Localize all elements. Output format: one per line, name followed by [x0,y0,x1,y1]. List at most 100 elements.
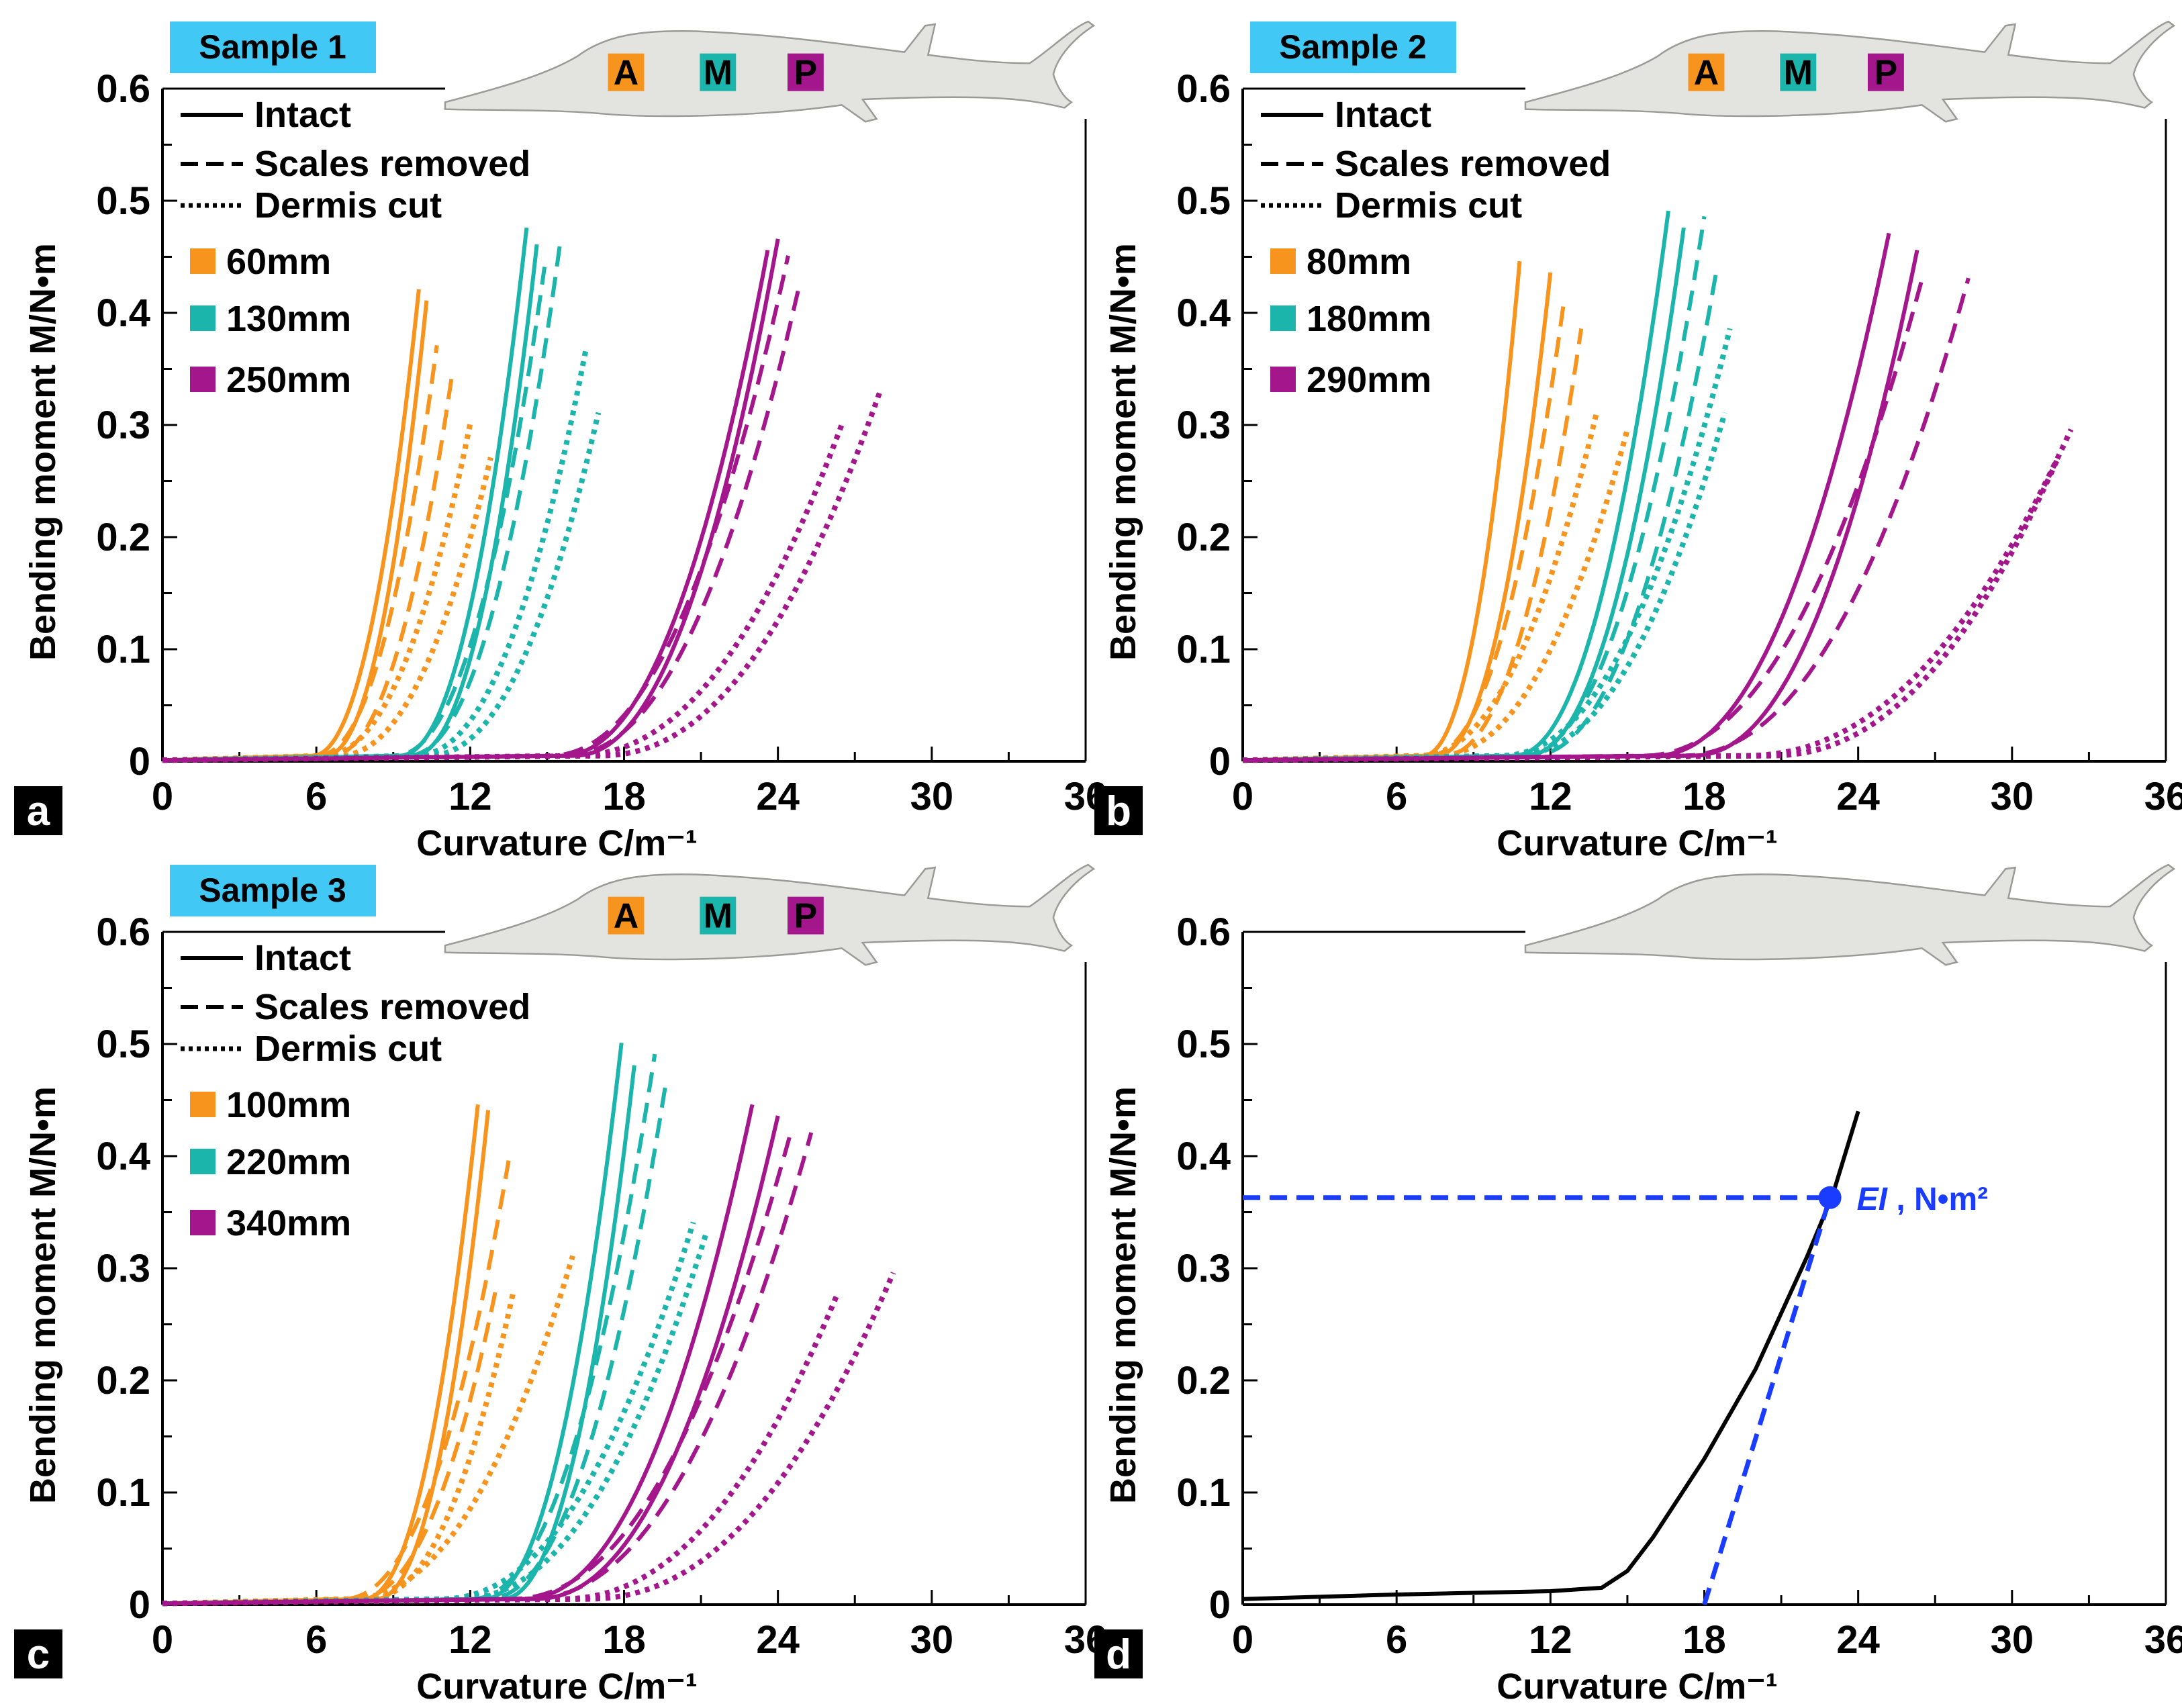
curve-290mm-dashed [1242,277,1971,763]
y-tick-label: 0.5 [1176,1023,1231,1066]
sample-label: Sample 2 [1279,28,1427,66]
y-tick-label: 0.2 [96,1359,150,1403]
fish-region-box-m [700,896,737,935]
y-tick-label: 0.4 [96,1135,150,1178]
y-tick-label: 0.5 [1176,179,1231,223]
y-tick-label: 0 [1209,740,1231,784]
x-tick-label: 6 [1386,1618,1407,1662]
y-tick-label: 0.6 [1176,910,1231,954]
fish-region-label: P [794,52,818,91]
fish-region-label: M [704,896,732,935]
x-tick-label: 30 [1991,1618,2034,1662]
sample-badge [1250,21,1456,73]
curve-250mm-dotted [162,389,884,763]
sample-badge [170,865,376,916]
ei-unit: , N•m² [1887,1182,1988,1217]
legend-swatch-teal [190,1149,216,1174]
curve-100mm-solid [162,1110,491,1606]
fish-region-label: A [1694,52,1719,91]
x-tick-label: 24 [1836,1618,1880,1662]
legend-size-label: 180mm [1307,299,1431,339]
curve-340mm-dotted [162,1272,896,1607]
y-tick-label: 0.6 [1176,67,1231,111]
panel-letter-box [1094,786,1143,835]
curve-80mm-dotted [1242,412,1599,763]
curve-220mm-dashed [162,1087,667,1606]
x-tick-label: 30 [910,775,954,818]
legend-swatch-teal [1270,305,1296,331]
x-tick-label: 36 [2144,775,2182,818]
curve-60mm-dashed [162,373,455,763]
fish-region-box-m [1780,53,1817,91]
x-tick-label: 36 [2144,1618,2182,1662]
x-tick-label: 6 [305,775,327,818]
x-tick-label: 18 [602,775,646,818]
legend-size-label: 60mm [226,242,331,282]
curve-180mm-dashed [1242,216,1707,763]
legend-label: Scales removed [1335,144,1611,184]
curve-250mm-dotted [162,422,845,763]
x-tick-label: 12 [1529,775,1572,818]
y-tick-label: 0 [1209,1583,1231,1627]
fish-region-label: A [614,52,638,91]
fish-region-box-p [787,53,824,91]
x-tick-label: 0 [1232,775,1253,818]
y-tick-label: 0.3 [96,404,150,447]
legend-label: Dermis cut [254,185,442,226]
fish-silhouette [1524,863,2176,966]
legend-label: Intact [1335,95,1431,135]
x-tick-label: 30 [910,1618,954,1662]
x-tick-label: 18 [602,1618,646,1662]
y-tick-label: 0.3 [96,1247,150,1290]
x-tick-label: 30 [1991,775,2034,818]
x-tick-label: 0 [1232,1618,1253,1662]
curve-340mm-dotted [162,1294,840,1607]
sample-label: Sample 3 [199,871,346,909]
legend-swatch-magenta [190,1210,216,1235]
curve-100mm-dotted [162,1288,517,1607]
x-tick-label: 18 [1682,775,1726,818]
y-tick-label: 0.6 [96,910,150,954]
panel-d: 0 6 12 18 24 30 36 0 0.1 0.2 0.3 0.4 0.5 0.6 Curvature… [1094,863,2182,1707]
fish-region-box-a [1688,53,1725,91]
x-tick-label: 6 [1386,775,1407,818]
fish-region-label: M [1784,52,1813,91]
y-tick-label: 0.1 [1176,1471,1231,1515]
fish-region-label: P [794,896,818,935]
fish-region-box-m [700,53,737,91]
legend-size-label: 250mm [226,360,351,400]
legend-size-label: 130mm [226,299,351,339]
sample-badge [170,21,376,73]
fish-region-label: P [1875,52,1898,91]
curve-290mm-dashed [1242,277,1925,763]
x-axis-label: Curvature C/m⁻¹ [1497,823,1778,863]
curve-60mm-dotted [162,423,473,763]
ei-point-marker [1818,1186,1842,1209]
x-tick-label: 24 [1836,775,1880,818]
legend-swatch-orange [190,1092,216,1117]
y-tick-label: 0.4 [96,291,150,335]
tangent-line [1702,1196,1832,1606]
x-tick-label: 18 [1682,1618,1726,1662]
curve-130mm-dotted [162,350,589,763]
x-tick-label: 0 [152,1618,173,1662]
y-tick-label: 0.6 [96,67,150,111]
panel-letter: d [1106,1631,1131,1678]
y-tick-label: 0 [129,1583,150,1627]
panel-letter-box [1094,1629,1143,1678]
legend-size-label: 80mm [1307,242,1411,282]
legend-label: Dermis cut [254,1029,442,1069]
curve-100mm-dashed [162,1160,511,1606]
fish-body-icon [444,863,1096,966]
x-tick-label: 24 [756,1618,800,1662]
y-tick-label: 0.1 [96,628,150,671]
legend-size-label: 340mm [226,1203,351,1243]
x-tick-label: 12 [448,775,492,818]
x-axis-label: Curvature C/m⁻¹ [416,823,698,863]
legend-label: Scales removed [254,987,530,1027]
y-tick-label: 0.2 [1176,516,1231,559]
fish-body-icon [444,20,1096,123]
